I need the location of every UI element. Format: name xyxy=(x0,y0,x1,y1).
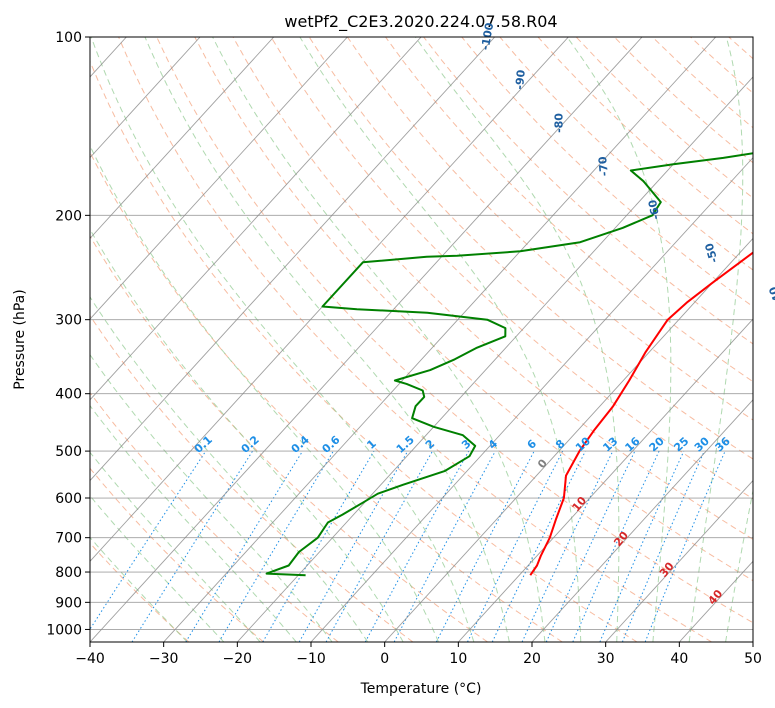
x-tick-label: −10 xyxy=(296,651,326,667)
x-tick-label: 40 xyxy=(670,651,688,667)
dry-adiabat-line xyxy=(90,235,488,642)
moist-adiabat-line xyxy=(90,353,333,642)
y-tick-label: 400 xyxy=(55,387,82,403)
isotherm-line xyxy=(90,37,275,240)
y-tick-label: 800 xyxy=(55,565,82,581)
y-tick-label: 900 xyxy=(55,595,82,611)
dry-adiabat-label: -50 xyxy=(702,241,720,264)
isotherm-line xyxy=(531,399,753,642)
dry-adiabat-line xyxy=(194,37,753,582)
x-tick-label: 30 xyxy=(597,651,615,667)
isotherm-line xyxy=(384,237,753,642)
axis-layer: −40 −30 −20 −10 0 10 20 30 40 50 100 200 300 400 500 60… xyxy=(46,30,762,667)
x-tick-label: −20 xyxy=(223,651,253,667)
y-axis-label: Pressure (hPa) xyxy=(12,289,28,389)
dry-adiabat-label: -70 xyxy=(596,155,611,176)
dry-adiabat-line xyxy=(308,37,753,460)
dry-adiabat-line xyxy=(90,467,264,642)
mixing-ratio-line xyxy=(325,450,433,642)
mixing-ratio-line xyxy=(599,450,685,642)
x-tick-label: 20 xyxy=(523,651,541,667)
moist-adiabat-line xyxy=(90,296,369,642)
moist-adiabat-line xyxy=(725,488,753,642)
x-tick-label: −40 xyxy=(75,651,105,667)
plot-frame xyxy=(89,36,754,643)
moist-adiabat-line xyxy=(90,144,439,642)
data-layer xyxy=(265,152,753,577)
isotherm-line xyxy=(90,37,348,320)
y-tick-label: 300 xyxy=(55,313,82,329)
y-tick-label: 1000 xyxy=(46,622,82,638)
isotherm-line xyxy=(605,479,753,642)
dry-adiabat-line xyxy=(270,37,753,500)
isotherm-line xyxy=(90,37,496,482)
mixing-ratio-line xyxy=(131,450,254,642)
y-tick-label: 700 xyxy=(55,531,82,547)
isotherm-line xyxy=(163,37,717,642)
moist-adiabat-line xyxy=(144,37,510,642)
y-tick-label: 200 xyxy=(55,208,82,224)
dry-adiabat-line xyxy=(232,37,753,540)
moist-adiabat-line xyxy=(688,37,744,642)
dry-adiabat-label: -60 xyxy=(646,198,663,220)
dry-adiabat-label: -80 xyxy=(552,113,565,133)
profile-line xyxy=(529,251,753,576)
mixing-ratio-line xyxy=(393,450,496,642)
dry-adiabat-label: -40 xyxy=(766,284,775,308)
x-tick-label: 10 xyxy=(449,651,467,667)
mixing-ratio-line xyxy=(621,450,705,642)
mixing-ratio-line xyxy=(90,450,207,631)
dry-adiabat-line xyxy=(90,151,563,642)
isotherm-line xyxy=(90,37,201,159)
isotherm-line xyxy=(458,318,753,642)
chart-title: wetPf2_C2E3.2020.224.07.58.R04 xyxy=(284,12,557,32)
moist-adiabat-line xyxy=(90,404,297,642)
dry-adiabat-line xyxy=(90,542,190,642)
y-tick-label: 600 xyxy=(55,491,82,507)
dry-adiabat-line xyxy=(156,37,753,624)
isotherm-line xyxy=(90,37,422,401)
dry-adiabat-line xyxy=(90,60,638,642)
grid-layer xyxy=(90,37,753,642)
moist-adiabat-line xyxy=(299,37,582,642)
isotherm-line xyxy=(310,156,753,642)
moist-adiabat-line xyxy=(212,37,546,642)
isotherm-line xyxy=(237,76,753,642)
x-axis-label: Temperature (°C) xyxy=(360,681,482,697)
isotherm-line xyxy=(90,37,643,642)
moist-adiabat-line xyxy=(414,37,620,642)
y-tick-label: 500 xyxy=(55,444,82,460)
dry-adiabat-line xyxy=(346,37,753,421)
y-tick-label: 100 xyxy=(55,30,82,46)
mixing-ratio-line xyxy=(185,450,304,642)
mixing-ratio-line xyxy=(572,450,660,642)
isotherm-line xyxy=(90,37,569,562)
x-tick-label: 0 xyxy=(380,651,389,667)
moist-adiabat-line xyxy=(90,228,404,642)
mixing-ratio-line xyxy=(364,450,470,642)
dry-adiabat-line xyxy=(118,37,712,642)
dry-adiabat-label: -90 xyxy=(513,69,528,90)
profile-line xyxy=(265,152,753,577)
x-tick-label: 50 xyxy=(744,651,762,667)
dry-adiabat-label: -100 xyxy=(479,21,497,51)
moist-adiabat-line xyxy=(566,37,672,642)
x-tick-label: −30 xyxy=(149,651,179,667)
mixing-ratio-line xyxy=(467,450,564,642)
